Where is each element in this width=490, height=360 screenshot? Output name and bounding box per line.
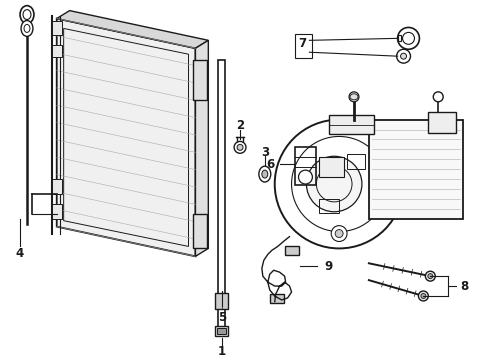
- Circle shape: [421, 293, 426, 298]
- Circle shape: [331, 226, 347, 242]
- Text: 6: 6: [267, 158, 275, 171]
- Bar: [215, 293, 228, 309]
- Text: 7: 7: [298, 37, 307, 50]
- Bar: [52, 179, 62, 194]
- Bar: [369, 120, 463, 219]
- Circle shape: [425, 271, 435, 281]
- Circle shape: [298, 170, 313, 184]
- Text: 2: 2: [236, 119, 244, 132]
- Bar: [218, 60, 225, 333]
- Bar: [217, 328, 226, 334]
- Bar: [294, 147, 317, 185]
- Bar: [319, 199, 339, 213]
- Circle shape: [349, 92, 359, 102]
- Bar: [52, 21, 62, 35]
- Circle shape: [400, 53, 407, 59]
- Text: 3: 3: [261, 146, 269, 159]
- Ellipse shape: [259, 166, 271, 182]
- Polygon shape: [57, 18, 196, 256]
- Bar: [270, 294, 284, 303]
- Circle shape: [418, 291, 428, 301]
- Bar: [294, 35, 313, 58]
- Bar: [215, 326, 228, 336]
- Ellipse shape: [21, 21, 33, 36]
- Polygon shape: [397, 35, 400, 41]
- Polygon shape: [57, 10, 208, 48]
- Bar: [52, 204, 62, 219]
- Circle shape: [433, 92, 443, 102]
- Text: 1: 1: [218, 345, 226, 358]
- Circle shape: [234, 141, 246, 153]
- Text: 8: 8: [460, 280, 468, 293]
- Circle shape: [428, 274, 433, 279]
- Circle shape: [335, 230, 343, 238]
- Ellipse shape: [262, 170, 268, 178]
- Bar: [194, 214, 207, 248]
- Bar: [428, 112, 456, 134]
- Circle shape: [306, 156, 362, 212]
- Text: 4: 4: [16, 247, 24, 260]
- Bar: [329, 114, 374, 135]
- Bar: [285, 247, 298, 255]
- Polygon shape: [196, 40, 208, 256]
- Bar: [319, 157, 344, 177]
- Bar: [347, 154, 365, 169]
- Circle shape: [397, 27, 419, 49]
- Bar: [52, 45, 62, 57]
- Text: 9: 9: [324, 260, 333, 273]
- Bar: [194, 60, 207, 100]
- Ellipse shape: [20, 6, 34, 23]
- Text: 5: 5: [218, 311, 226, 324]
- Circle shape: [396, 49, 411, 63]
- Circle shape: [237, 144, 243, 150]
